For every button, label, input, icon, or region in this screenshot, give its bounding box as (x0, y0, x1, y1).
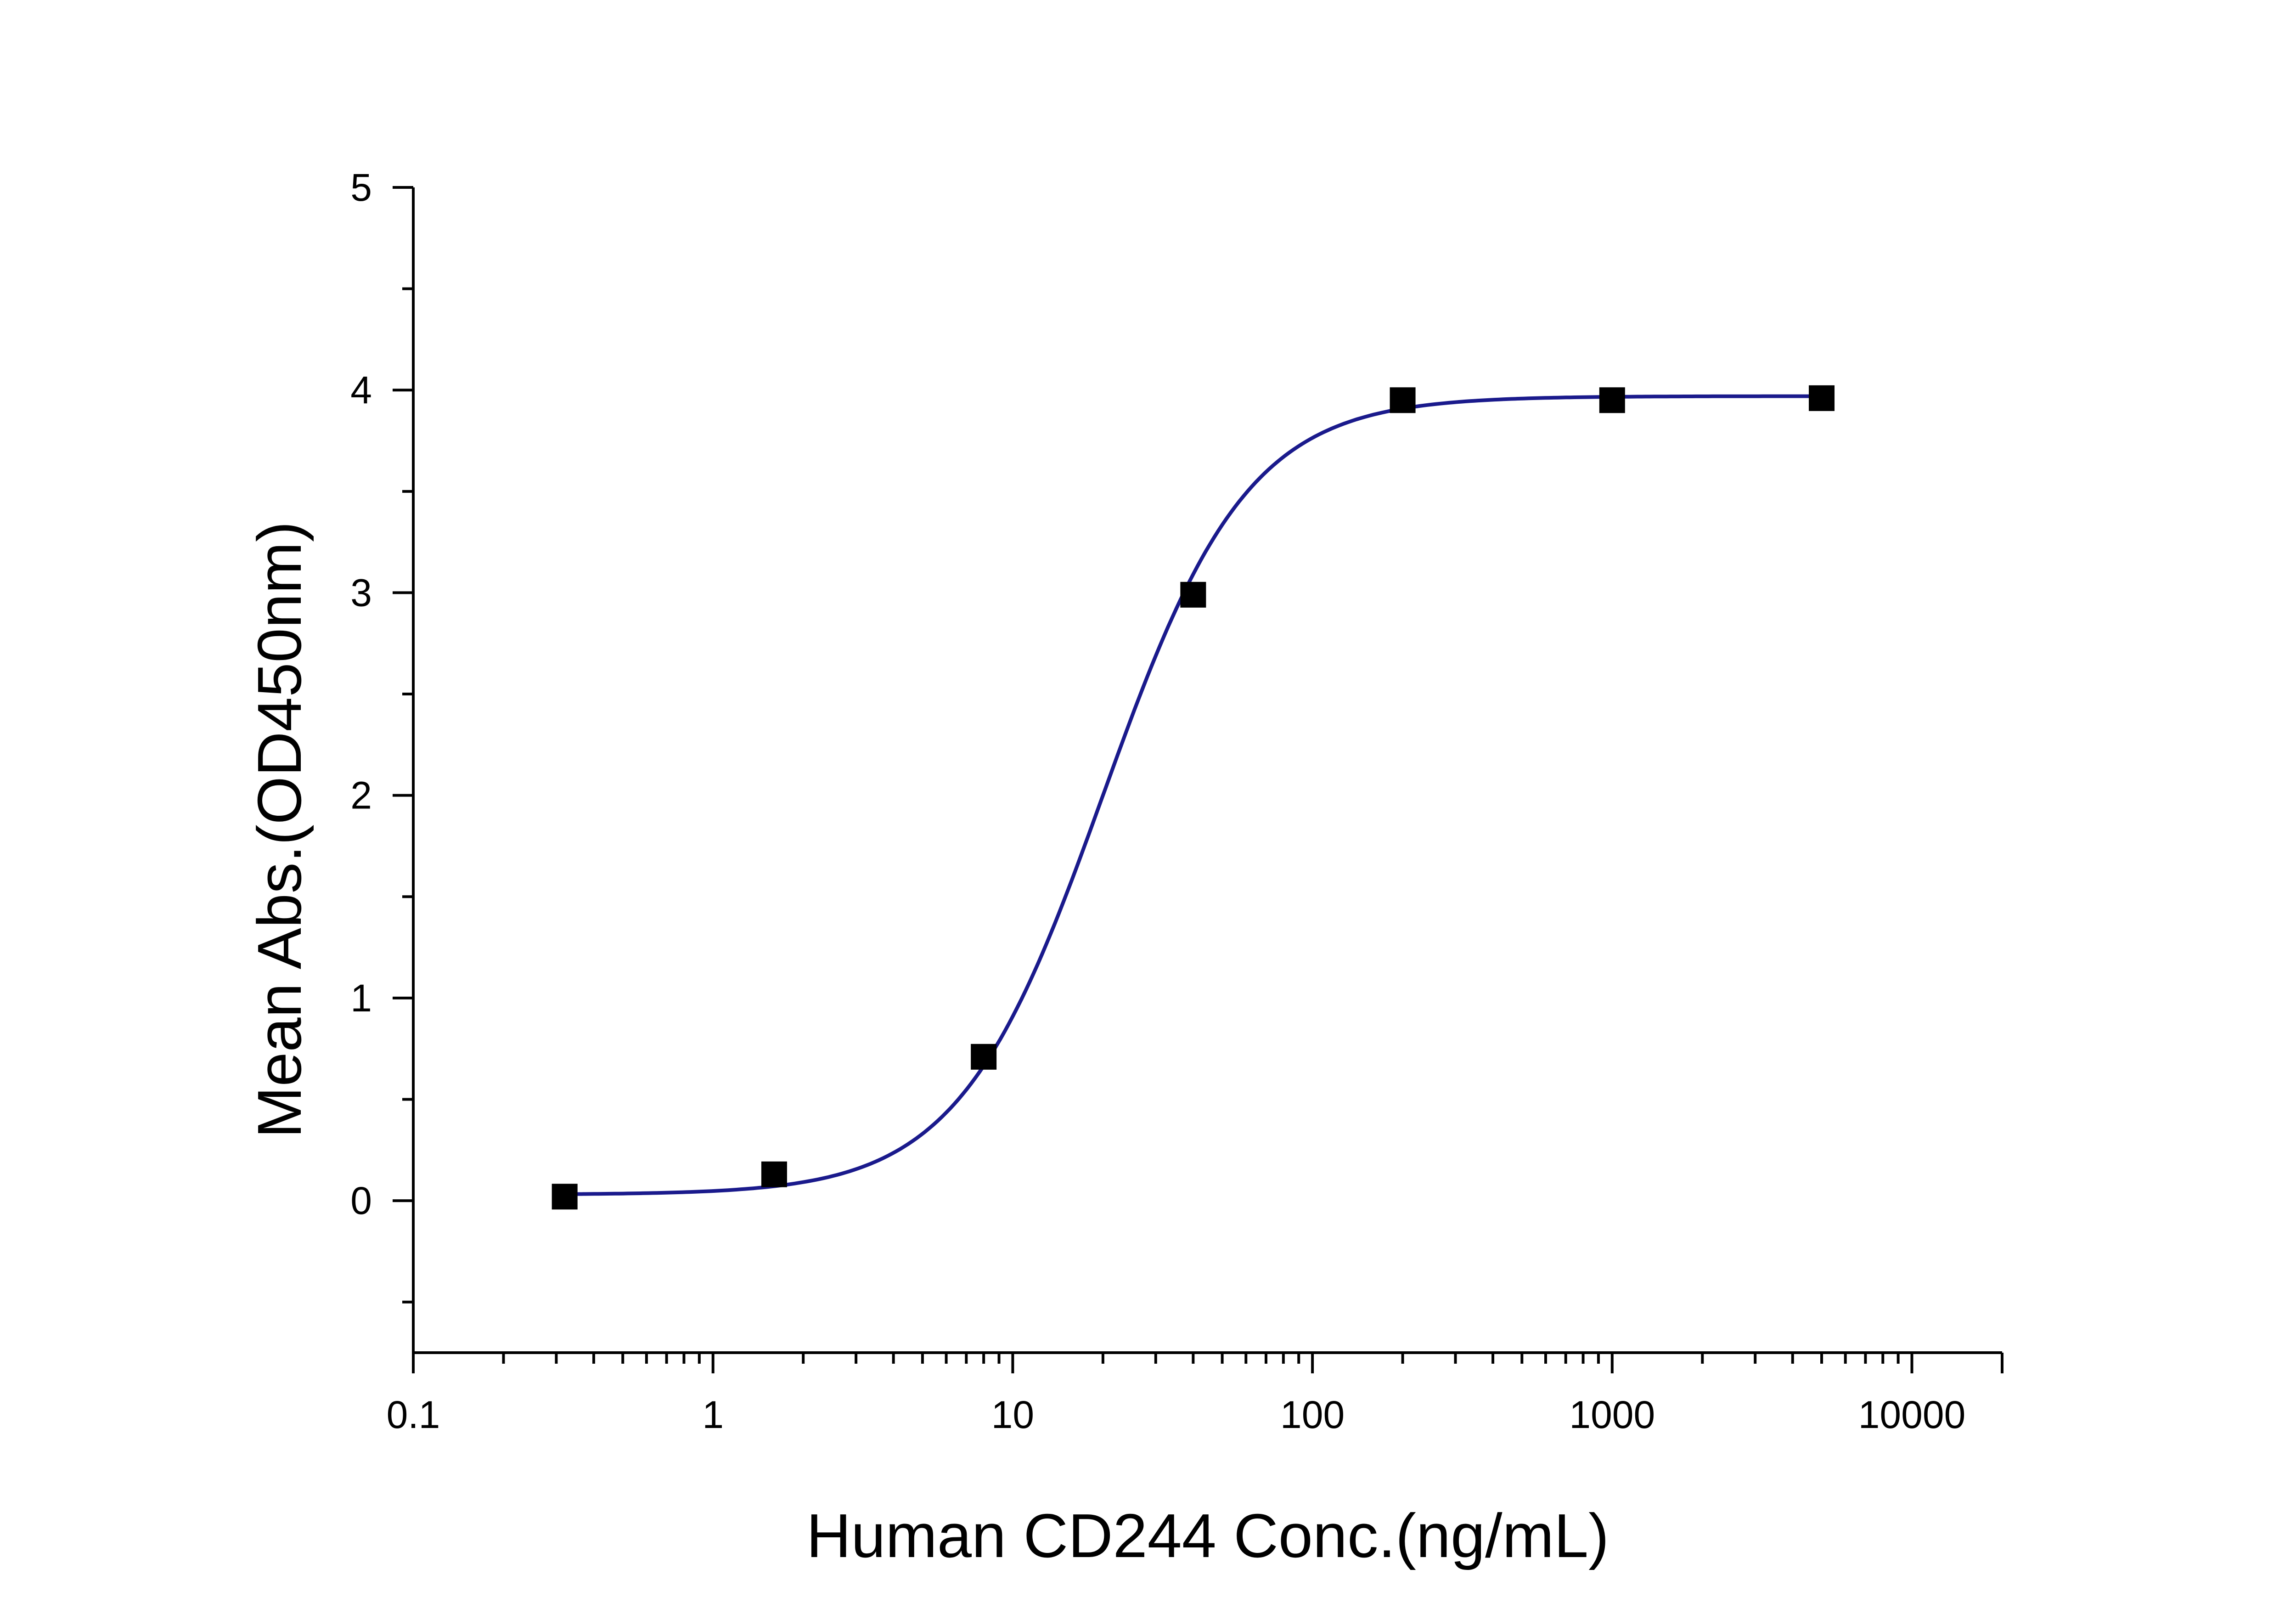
data-point (1599, 387, 1625, 413)
data-point (551, 1184, 578, 1210)
axes (412, 187, 2002, 1354)
data-point (1809, 385, 1835, 411)
x-tick-label: 100 (1280, 1393, 1345, 1436)
x-tick-label: 1000 (1569, 1393, 1655, 1436)
x-tick-label: 10 (991, 1393, 1034, 1436)
y-tick-label: 4 (350, 368, 372, 412)
y-tick-label: 2 (350, 774, 372, 817)
data-points (551, 385, 1835, 1210)
data-point (971, 1044, 997, 1070)
ticks (393, 186, 2003, 1373)
data-point (761, 1161, 787, 1187)
y-axis-title: Mean Abs.(OD450nm) (245, 521, 314, 1138)
x-axis-title: Human CD244 Conc.(ng/mL) (806, 1501, 1609, 1570)
x-tick-label: 1 (702, 1393, 724, 1436)
y-tick-label: 5 (350, 166, 372, 209)
y-tick-label: 0 (350, 1179, 372, 1222)
y-tick-label: 3 (350, 571, 372, 614)
x-tick-label: 10000 (1858, 1393, 1966, 1436)
y-tick-label: 1 (350, 976, 372, 1020)
fit-curve (564, 394, 1822, 1196)
tick-labels: 0 1 2 3 4 5 0.1 1 10 100 1000 10000 (350, 166, 1965, 1436)
data-point (1180, 581, 1206, 608)
x-tick-label: 0.1 (387, 1393, 440, 1436)
data-point (1390, 387, 1416, 413)
